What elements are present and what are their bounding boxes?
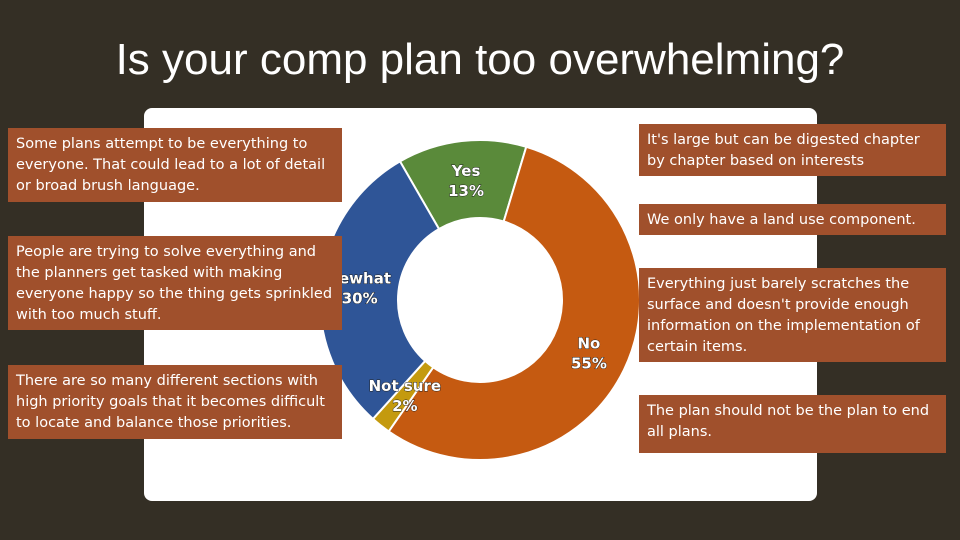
- slice-percent-yes: 13%: [448, 182, 484, 200]
- right-comment-box-3: Everything just barely scratches the sur…: [639, 268, 946, 362]
- slide-title: Is your comp plan too overwhelming?: [115, 35, 845, 84]
- slice-percent-no: 55%: [571, 355, 607, 373]
- left-comment-box-2: People are trying to solve everything an…: [8, 236, 342, 330]
- slice-label-yes: Yes: [451, 162, 481, 180]
- slice-label-not-sure: Not sure: [369, 377, 441, 395]
- donut-slice-no: [387, 145, 641, 461]
- slice-percent-not-sure: 2%: [392, 397, 417, 415]
- left-comment-box-1: Some plans attempt to be everything to e…: [8, 128, 342, 202]
- slice-label-no: No: [578, 335, 601, 353]
- donut-slice-somewhat: [319, 160, 441, 421]
- right-comment-box-4: The plan should not be the plan to end a…: [639, 395, 946, 453]
- right-comment-box-2: We only have a land use component.: [639, 204, 946, 235]
- right-comment-box-1: It's large but can be digested chapter b…: [639, 124, 946, 176]
- left-comment-box-3: There are so many different sections wit…: [8, 365, 342, 439]
- slice-label-somewhat: newhat: [328, 269, 391, 287]
- slice-percent-somewhat: 30%: [342, 289, 378, 307]
